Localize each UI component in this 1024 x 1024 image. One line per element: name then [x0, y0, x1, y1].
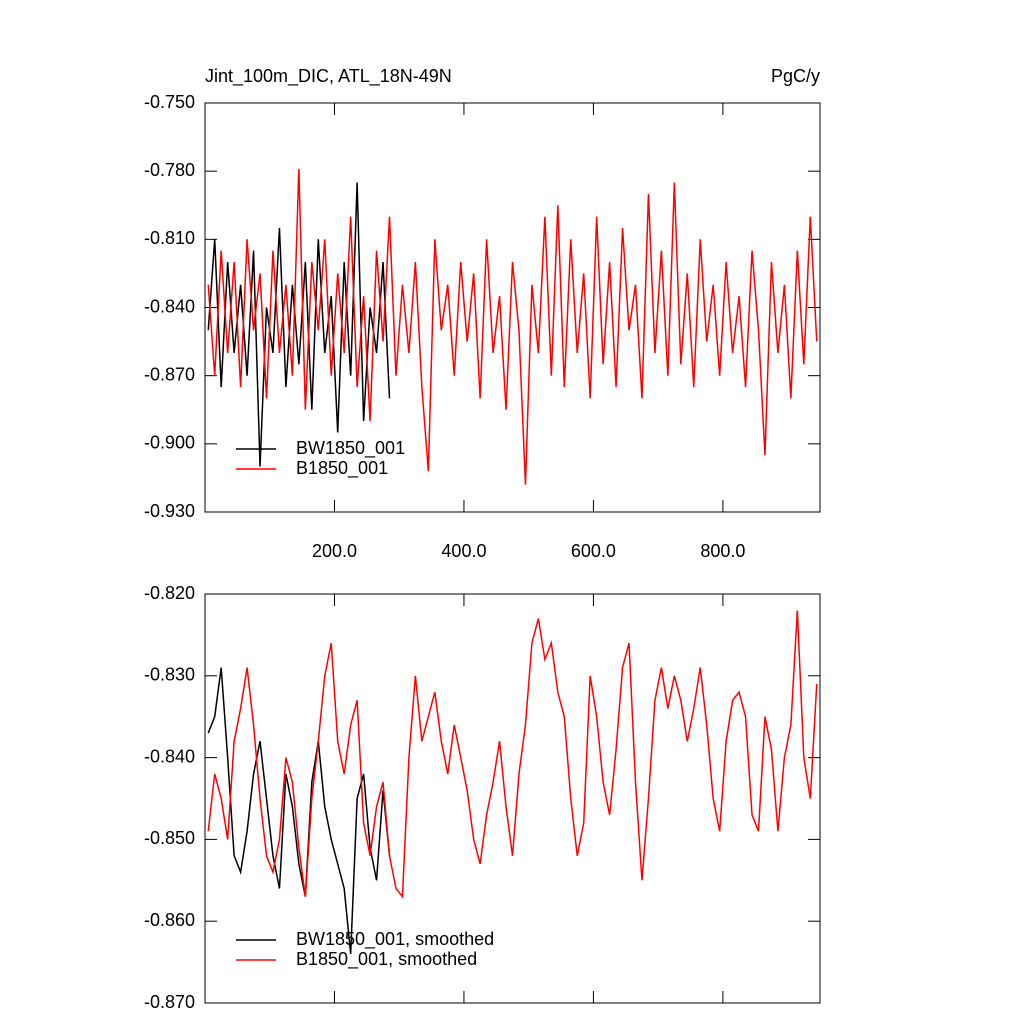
legend-label: B1850_001, smoothed — [296, 949, 477, 970]
y-tick-label: -0.830 — [144, 665, 195, 685]
y-tick-label: -0.810 — [144, 228, 195, 248]
chart-title: Jint_100m_DIC, ATL_18N-49N — [205, 66, 452, 87]
y-tick-label: -0.840 — [144, 296, 195, 316]
legend-label: BW1850_001, smoothed — [296, 929, 494, 950]
x-tick-label: 400.0 — [441, 541, 486, 561]
plot-frame — [204, 593, 821, 1004]
y-tick-label: -0.900 — [144, 433, 195, 453]
y-tick-label: -0.850 — [144, 828, 195, 848]
units-label: PgC/y — [771, 66, 820, 86]
y-tick-label: -0.820 — [144, 583, 195, 603]
x-tick-label: 800.0 — [700, 541, 745, 561]
data-line — [207, 667, 391, 954]
y-tick-label: -0.840 — [144, 746, 195, 766]
x-tick-label: 600.0 — [571, 541, 616, 561]
y-tick-label: -0.780 — [144, 160, 195, 180]
legend-label: B1850_001 — [296, 458, 388, 479]
y-tick-label: -0.870 — [144, 364, 195, 384]
data-line — [207, 610, 818, 899]
y-tick-label: -0.750 — [144, 92, 195, 112]
data-line — [207, 182, 391, 467]
legend-label: BW1850_001 — [296, 438, 405, 459]
y-tick-label: -0.870 — [144, 992, 195, 1012]
data-line — [207, 168, 818, 485]
y-tick-label: -0.860 — [144, 910, 195, 930]
y-tick-label: -0.930 — [144, 501, 195, 521]
x-tick-label: 200.0 — [312, 541, 357, 561]
